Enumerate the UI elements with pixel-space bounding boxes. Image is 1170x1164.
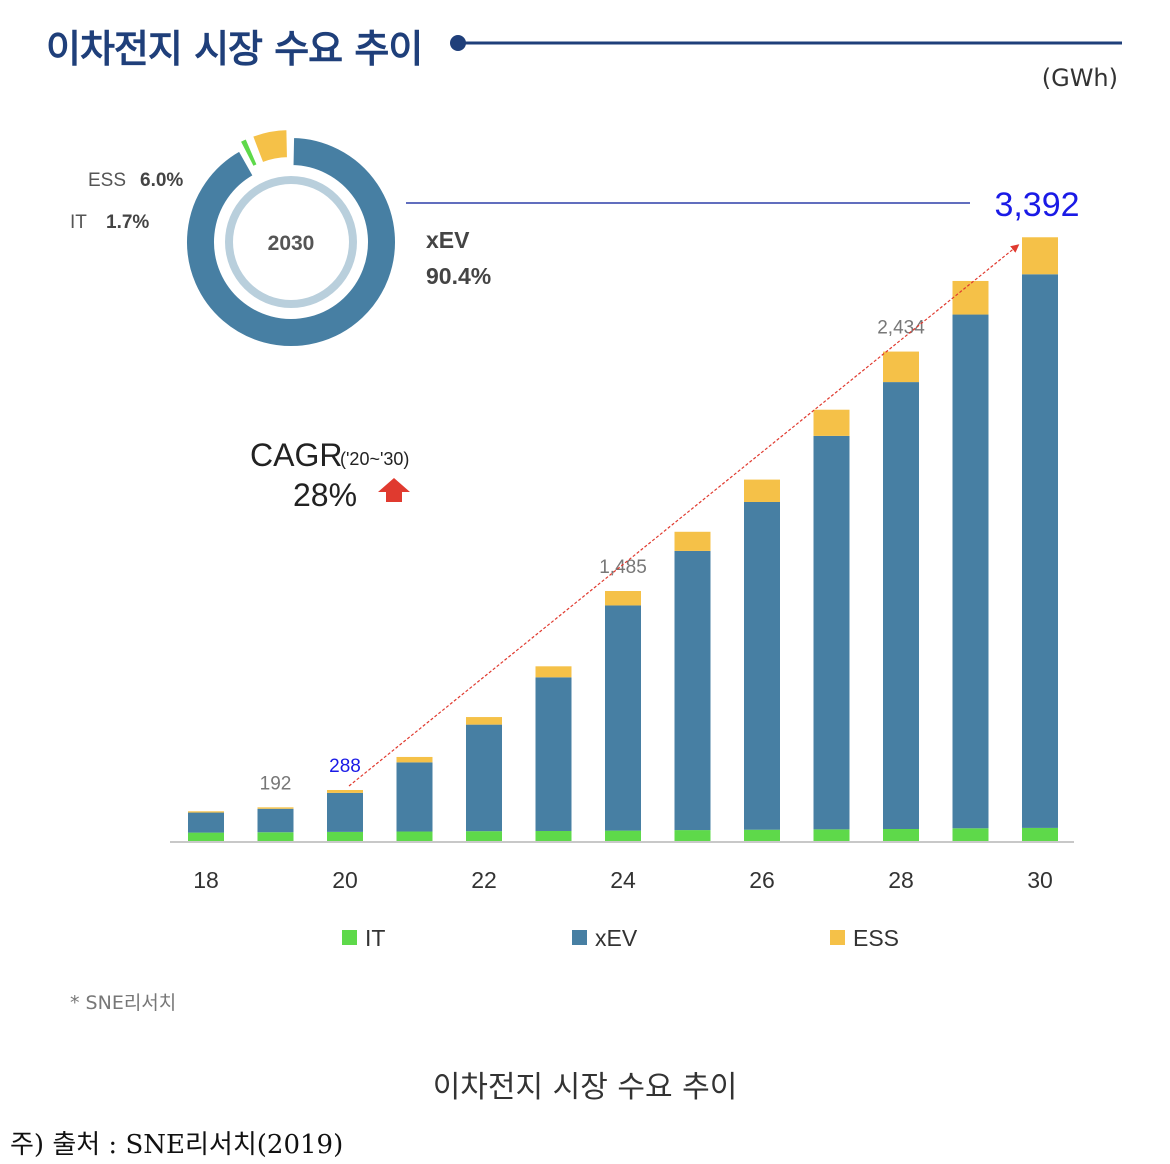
legend-label-it: IT: [365, 925, 385, 951]
x-tick-label: 30: [1027, 867, 1053, 893]
bar-xev-30: [1022, 274, 1058, 828]
bar-ess-23: [535, 666, 572, 678]
donut-hole: [233, 184, 349, 300]
donut-label-xev-value: 90.4%: [426, 263, 491, 289]
legend-swatch-ess: [830, 930, 845, 945]
bar-it-24: [605, 830, 641, 842]
bar-ess-20: [327, 789, 363, 793]
bar-it-22: [466, 831, 502, 842]
bar-ess-26: [744, 479, 780, 502]
bar-it-26: [744, 829, 780, 842]
chart-canvas: 18 20 22 24 26 28 30 192 288 1,485 2,434 3,392 IT x…: [70, 35, 1122, 951]
legend-label-ess: ESS: [853, 925, 899, 951]
page-title: 이차전지 시장 수요 추이: [46, 27, 423, 71]
data-labels-group: 192 288 1,485 2,434 3,392: [260, 186, 1080, 794]
bar-xev-26: [744, 501, 780, 830]
footnote: 주) 출처 : SNE리서치(2019): [10, 1130, 344, 1160]
bar-ess-30: [1022, 237, 1058, 275]
bar-xev-24: [605, 605, 641, 831]
bar-it-23: [535, 830, 572, 842]
bar-xev-21: [396, 762, 433, 832]
bar-xev-25: [674, 550, 711, 831]
bar-it-18: [188, 832, 224, 842]
donut-label-it-value: 1.7%: [106, 212, 149, 233]
bar-xev-28: [883, 382, 919, 829]
bar-ess-28: [883, 351, 919, 383]
bar-it-25: [674, 830, 711, 842]
bar-ess-25: [674, 531, 711, 551]
data-label-20: 288: [329, 756, 361, 777]
source-note: * SNE리서치: [70, 992, 177, 1014]
x-tick-label: 22: [471, 867, 497, 893]
bar-xev-20: [327, 792, 363, 832]
donut-label-ess-name: ESS: [88, 170, 126, 191]
data-label-24: 1,485: [599, 557, 647, 578]
cagr-period: ('20~'30): [340, 449, 409, 469]
x-tick-label: 18: [193, 867, 219, 893]
bar-xev-29: [952, 314, 989, 829]
donut-label-ess-value: 6.0%: [140, 170, 183, 191]
bar-xev-27: [813, 435, 850, 830]
unit-label: (GWh): [1041, 64, 1118, 92]
legend-swatch-xev: [572, 930, 587, 945]
legend: IT xEV ESS: [342, 925, 899, 951]
figure-caption: 이차전지 시장 수요 추이: [432, 1070, 738, 1105]
bar-xev-22: [466, 724, 502, 832]
data-label-30: 3,392: [994, 186, 1079, 224]
bar-it-28: [883, 828, 919, 842]
bar-ess-29: [952, 280, 989, 315]
bar-ess-19: [257, 807, 294, 809]
x-tick-label: 20: [332, 867, 358, 893]
cagr-trend-arrow: [348, 244, 1020, 787]
donut-chart: 2030 xEV 90.4% ESS 6.0% IT 1.7%: [70, 128, 970, 348]
donut-label-it-name: IT: [70, 212, 87, 233]
data-label-28: 2,434: [877, 318, 925, 339]
bar-it-21: [396, 831, 433, 842]
bars-group: [170, 237, 1074, 843]
x-tick-label: 26: [749, 867, 775, 893]
legend-label-xev: xEV: [595, 925, 638, 951]
bar-ess-27: [813, 409, 850, 436]
bar-xev-23: [535, 677, 572, 831]
bar-it-20: [327, 831, 363, 842]
bar-ess-22: [466, 717, 502, 725]
bar-xev-18: [188, 812, 224, 833]
donut-label-xev-name: xEV: [426, 227, 470, 253]
donut-slice-ess: [250, 128, 289, 165]
bar-it-30: [1022, 827, 1058, 842]
cagr-label: CAGR: [250, 437, 342, 473]
donut-slice-xev: [185, 135, 397, 348]
data-label-19: 192: [260, 773, 292, 794]
bar-it-19: [257, 832, 294, 842]
cagr-annotation: CAGR('20~'30) 28%: [250, 437, 410, 513]
donut-center-label: 2030: [268, 232, 315, 255]
donut-slice-it: [238, 136, 260, 169]
bar-it-29: [952, 828, 989, 842]
cagr-value: 28%: [293, 477, 357, 513]
bar-it-27: [813, 829, 850, 842]
bar-ess-18: [188, 811, 224, 813]
x-ticks-group: 18 20 22 24 26 28 30: [193, 867, 1053, 893]
x-tick-label: 24: [610, 867, 636, 893]
x-tick-label: 28: [888, 867, 914, 893]
bar-ess-24: [605, 591, 641, 606]
bar-ess-21: [396, 756, 433, 763]
legend-swatch-it: [342, 930, 357, 945]
up-arrow-icon: [378, 478, 410, 502]
bar-xev-19: [257, 808, 294, 833]
